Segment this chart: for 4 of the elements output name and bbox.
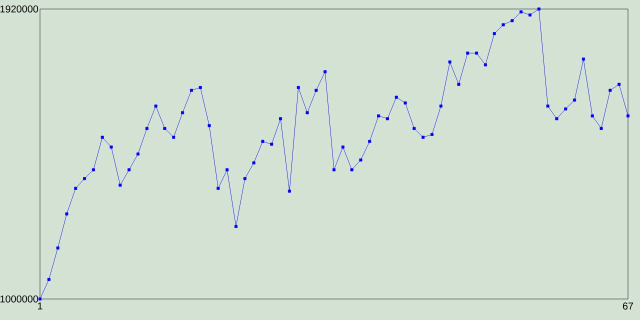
x-tick-label: 67 <box>622 302 634 310</box>
y-tick-label: 1920000 <box>0 5 38 13</box>
x-tick-label: 1 <box>38 302 42 310</box>
y-tick-label: 1000000 <box>0 295 38 303</box>
